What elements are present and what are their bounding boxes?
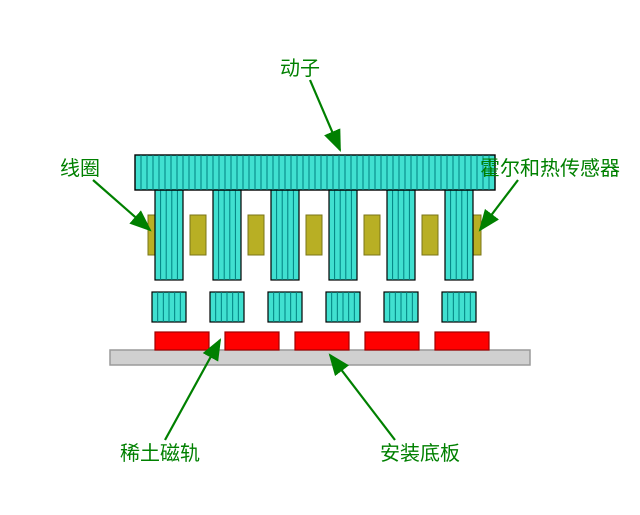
coil [248,215,264,255]
coil [422,215,438,255]
mover-top [135,155,495,190]
base-label: 安装底板 [380,442,460,465]
magnet [435,332,489,350]
mover-tooth [271,190,299,280]
coil-label: 线圈 [60,157,100,180]
mover-small-tooth [210,292,244,322]
magnet-label: 稀土磁轨 [120,442,200,465]
base-arrow [330,355,395,440]
magnet [365,332,419,350]
mover-small-tooth [384,292,418,322]
coil [306,215,322,255]
base-plate [110,350,530,365]
coil [190,215,206,255]
sensor-label: 霍尔和热传感器 [480,157,620,180]
mover-small-tooth [442,292,476,322]
mover-tooth [329,190,357,280]
mover-label: 动子 [280,57,320,80]
coil [364,215,380,255]
mover-tooth [213,190,241,280]
mover-small-tooth [268,292,302,322]
mover-small-tooth [152,292,186,322]
mover-tooth [155,190,183,280]
magnet [225,332,279,350]
magnet [295,332,349,350]
magnet [155,332,209,350]
mover-tooth [445,190,473,280]
mover-tooth [387,190,415,280]
mover-small-tooth [326,292,360,322]
mover-arrow [310,80,340,150]
